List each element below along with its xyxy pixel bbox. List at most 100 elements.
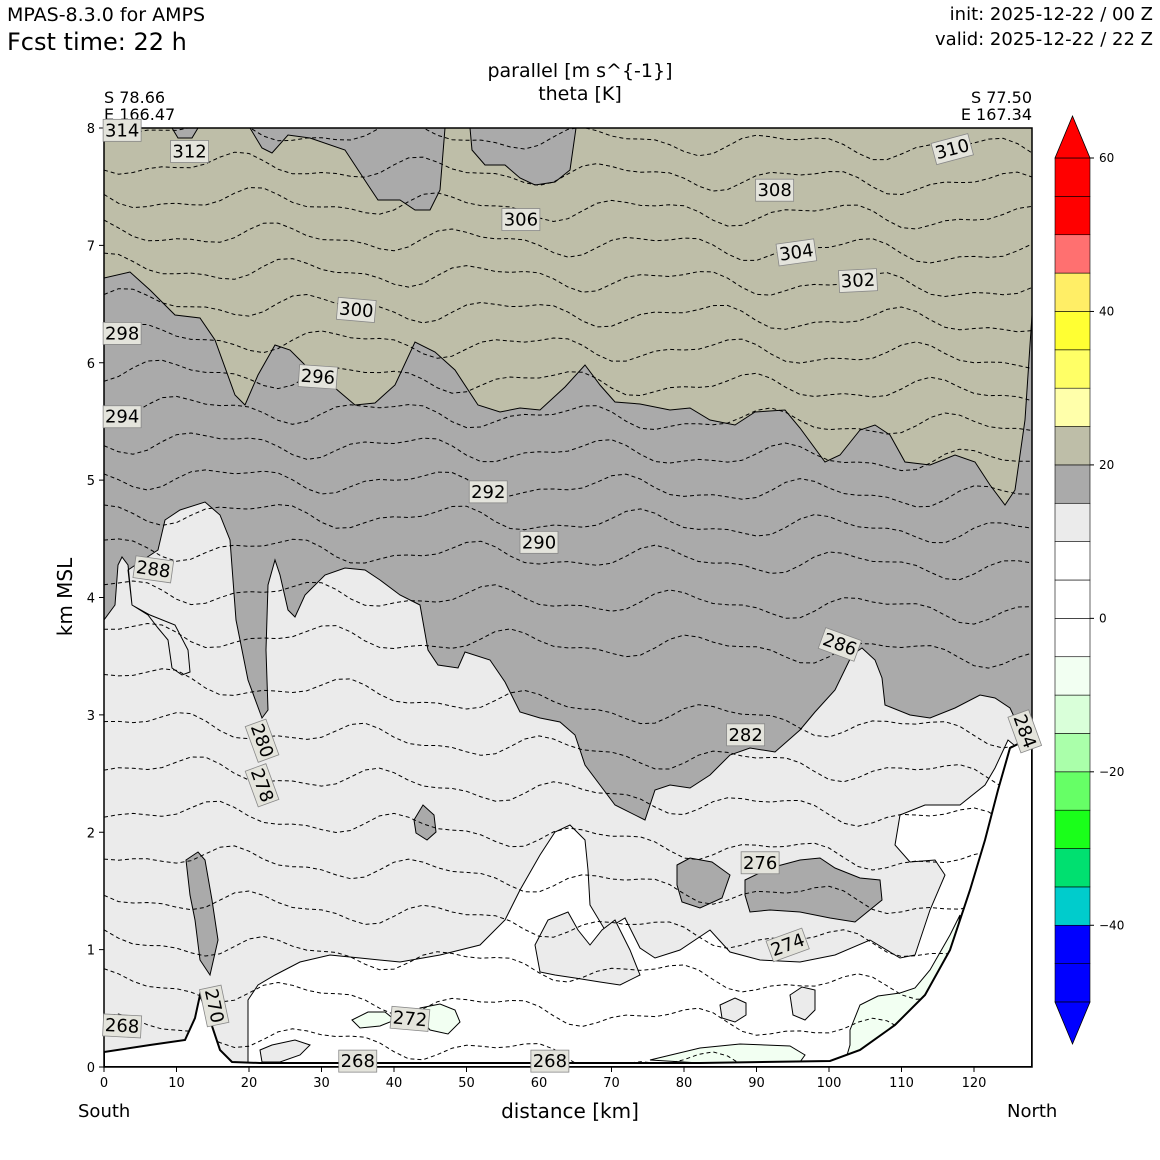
theta-contour-line [104,890,1032,958]
theta-contour-line [104,395,1032,435]
contour-label-box [530,1049,570,1073]
colorbar-level [1054,234,1091,274]
theta-contours [104,128,1032,1067]
contour-label-box [765,927,810,963]
theta-contour-line [104,252,1032,298]
y-tick-label: 1 [87,944,95,959]
contour-label-box [199,984,230,1028]
contour-label-box [817,627,863,662]
light-grey-blob-b [789,986,816,1021]
y-tick-label: 8 [87,122,95,137]
contour-label-text: 268 [533,1051,567,1072]
grey-top-intrusion-2 [469,128,577,186]
x-tick-label: 60 [531,1076,548,1091]
chart-title-theta: theta [K] [538,83,622,105]
contour-label-box [389,1005,431,1032]
colorbar-level [1054,656,1091,696]
colorbar-tick-label: −40 [1099,918,1124,932]
contour-label-text: 290 [522,532,556,553]
x-tick-label: 80 [676,1076,693,1091]
contour-label: 312 [170,140,209,163]
colorbar-level [1054,311,1091,351]
theta-contour-line [104,668,1032,749]
contour-label-box [244,763,280,808]
contour-label-box [244,718,280,763]
y-tick-label: 2 [87,826,95,841]
y-tick-label: 5 [87,474,95,489]
chart-title-parallel-wind: parallel [m s^{-1}] [487,60,673,82]
colorbar-level [1054,426,1091,466]
x-tick-label: 40 [386,1076,403,1091]
colorbar-under-triangle [1054,1001,1091,1046]
colorbar-level [1054,502,1091,542]
left-latitude: S 78.66 [104,88,166,107]
theta-contour-line [104,288,1032,333]
grey-patch-a [413,804,437,841]
contour-label-box [1007,709,1043,754]
forecast-time: Fcst time: 22 h [7,28,187,56]
contour-label: 292 [468,480,508,504]
init-time: init: 2025-12-22 / 00 Z [949,4,1153,25]
contour-label-box [338,1049,378,1073]
colorbar-tick-label: 40 [1099,304,1114,318]
theta-contour-line [104,432,1032,472]
x-tick-label: 70 [603,1076,620,1091]
contour-label-box [740,851,780,875]
contour-label-box [775,238,818,267]
contour-label-text: 292 [471,482,505,503]
y-tick-label: 4 [87,592,95,607]
contour-label-text: 300 [338,298,374,322]
theta-contour-line [104,504,1032,544]
x-axis-label: distance [km] [501,1099,639,1123]
contour-label-box [468,480,508,504]
contour-label-box [102,118,142,142]
x-tick-label: 120 [962,1076,987,1091]
colorbar-level [1054,464,1091,504]
theta-contour-line [104,186,1032,230]
contour-label-box [726,723,766,747]
contour-label: 268 [102,1013,143,1039]
contour-label-text: 296 [300,366,336,389]
contour-label-box [501,208,541,231]
y-tick-label: 7 [87,239,95,254]
contour-label: 294 [102,405,142,429]
colorbar-over-triangle [1054,114,1091,159]
contour-label-text: 282 [728,725,762,746]
contour-label: 304 [775,238,818,267]
colorbar-level [1054,272,1091,312]
colorbar-level [1054,387,1091,427]
colorbar-level [1054,196,1091,236]
colorbar-level [1054,963,1091,1003]
contour-label: 268 [338,1049,378,1073]
theta-contour-line [104,323,1032,370]
contour-label-text: 276 [743,853,777,874]
contour-label-box [335,296,377,323]
y-tick-label: 0 [87,1061,95,1076]
left-endpoint-coords: S 78.66 E 166.47 [104,89,175,123]
contour-label-text: 308 [757,180,791,201]
x-tick-label: 110 [889,1076,914,1091]
right-longitude: E 167.34 [960,105,1032,124]
theta-contour-line [104,968,1032,1050]
colorbar-level [1054,733,1091,773]
contour-label-text: 272 [392,1007,428,1031]
contour-label: 296 [297,364,339,390]
right-endpoint-coords: S 77.50 E 167.34 [961,89,1032,123]
contour-label-text: 268 [341,1051,375,1072]
terrain-surface [104,735,1032,1067]
plot-area [104,128,1032,1067]
y-axis-label: km MSL [53,557,77,637]
contour-label: 314 [102,118,142,142]
contour-label-box [170,140,209,163]
contour-label: 298 [102,322,142,345]
colorbar-level [1054,924,1091,964]
theta-contour-line [104,929,1032,1004]
contour-label-text: 302 [840,270,875,293]
grey-patch-b [676,857,731,909]
contour-label: 276 [740,851,780,875]
contour-label-box [930,133,974,166]
right-latitude: S 77.50 [970,88,1032,107]
contour-label-box [297,364,339,390]
theta-contour-line [104,845,1032,915]
